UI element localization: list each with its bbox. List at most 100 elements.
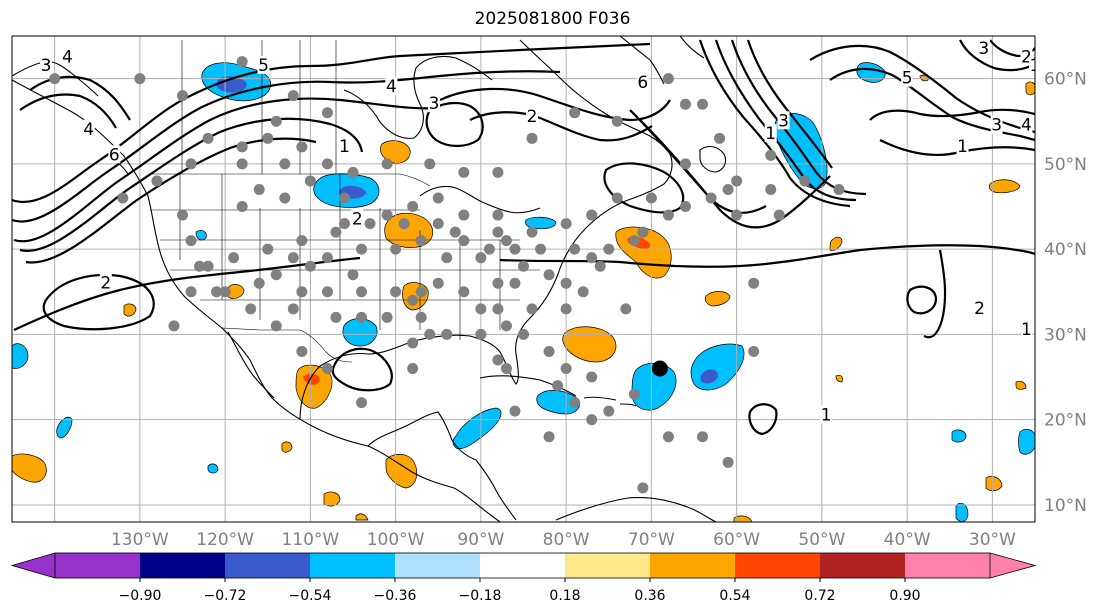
- map-background: [12, 36, 1035, 522]
- coastline-hispaniola: [583, 396, 617, 401]
- station-marker: [637, 226, 649, 238]
- contour-label-bg: [1020, 115, 1033, 134]
- station-marker: [270, 115, 282, 127]
- station-marker: [270, 269, 282, 281]
- station-marker: [253, 277, 265, 289]
- contour-label: 2: [100, 273, 111, 293]
- contour-label: 3: [778, 111, 789, 131]
- contour-line: [425, 101, 484, 148]
- colorbar-segment: [565, 553, 651, 578]
- longitude-tick-label: 90°W: [457, 530, 504, 550]
- map-frame: [11, 35, 1036, 523]
- shade-cyan-area: [452, 407, 502, 450]
- colorbar-tick-label: 0.18: [549, 588, 580, 604]
- contour-line: [12, 70, 561, 223]
- station-marker: [219, 286, 231, 298]
- contour-label: 1: [821, 405, 832, 425]
- station-marker: [765, 149, 777, 161]
- contour-label: 3: [991, 116, 1002, 136]
- contour-label: 2: [974, 299, 985, 319]
- station-marker: [287, 252, 299, 264]
- station-marker: [662, 431, 674, 443]
- station-marker: [330, 226, 342, 238]
- colorbar-tick-label: −0.54: [289, 588, 332, 604]
- contour-line: [13, 97, 441, 243]
- colorbar-segment: [55, 553, 141, 578]
- station-marker: [321, 252, 333, 264]
- shade-orange-area: [385, 453, 418, 489]
- colorbar-tick-label: −0.18: [459, 588, 502, 604]
- border-us-states-2: [150, 209, 540, 301]
- colorbar-tick-label: 0.54: [719, 588, 750, 604]
- coastline-west: [12, 79, 501, 522]
- station-marker: [432, 277, 444, 289]
- coastline-cuba: [479, 375, 577, 397]
- station-marker: [611, 192, 623, 204]
- station-marker: [185, 235, 197, 247]
- station-marker: [458, 235, 470, 247]
- latitude-tick-label: 60°N: [1044, 70, 1087, 90]
- contour-line: [469, 111, 653, 142]
- contour-label: 1: [1030, 56, 1041, 76]
- latitude-tick-label: 20°N: [1044, 411, 1087, 431]
- station-marker: [390, 286, 402, 298]
- station-marker: [628, 235, 640, 247]
- station-marker: [287, 303, 299, 315]
- station-marker: [296, 141, 308, 153]
- shade-blue-area: [700, 369, 718, 384]
- shade-cyan-area: [1018, 428, 1035, 455]
- station-marker: [509, 405, 521, 417]
- station-marker: [304, 175, 316, 187]
- contour-label: 5: [902, 69, 913, 89]
- station-marker: [381, 209, 393, 221]
- station-marker: [705, 192, 717, 204]
- coastline-south-america: [555, 496, 717, 522]
- station-marker: [603, 405, 615, 417]
- contour-label: 3: [41, 56, 52, 76]
- longitude-tick-label: 50°W: [798, 530, 845, 550]
- contour-line: [869, 108, 1035, 121]
- station-marker: [347, 269, 359, 281]
- colorbar-tick-label: −0.72: [204, 588, 247, 604]
- station-marker: [245, 303, 257, 315]
- shade-cyan-area: [856, 62, 886, 83]
- station-marker: [603, 243, 615, 255]
- station-marker: [509, 277, 521, 289]
- contour-label-bg: [257, 55, 270, 74]
- contour-line: [748, 403, 778, 436]
- contour-label-bg: [427, 94, 440, 113]
- station-marker: [569, 107, 581, 119]
- station-marker: [168, 320, 180, 332]
- latitude-tick-label: 10°N: [1044, 496, 1087, 516]
- latitude-tick-label: 40°N: [1044, 240, 1087, 260]
- contour-label-bg: [526, 107, 539, 125]
- station-marker: [356, 311, 368, 323]
- contour-line: [629, 109, 767, 214]
- station-marker: [765, 183, 777, 195]
- station-marker: [662, 73, 674, 85]
- coastline-labrador: [519, 39, 671, 155]
- contour-label: 1: [339, 137, 350, 157]
- station-marker: [833, 183, 845, 195]
- colorbar-tick-label: −0.90: [119, 588, 162, 604]
- station-marker: [518, 328, 529, 340]
- contour-line: [13, 256, 361, 331]
- contour-label: 2: [352, 209, 363, 229]
- station-marker: [662, 209, 674, 221]
- station-marker: [492, 277, 504, 289]
- station-marker: [390, 243, 402, 255]
- station-marker: [177, 209, 188, 221]
- contour-label-bg: [99, 273, 112, 292]
- contour-line: [698, 39, 851, 208]
- colorbar-segment: [905, 553, 991, 578]
- station-marker: [458, 209, 470, 221]
- station-marker: [637, 482, 649, 494]
- shade-orange-area: [355, 513, 369, 521]
- colorbar-segment: [225, 553, 311, 578]
- latitude-labels: 60°N 50°N 40°N 30°N 20°N 10°N: [1044, 70, 1087, 516]
- station-marker: [424, 158, 436, 170]
- station-marker: [330, 311, 342, 323]
- contour-line: [499, 244, 1035, 268]
- longitude-tick-label: 40°W: [884, 530, 931, 550]
- station-marker: [356, 397, 368, 409]
